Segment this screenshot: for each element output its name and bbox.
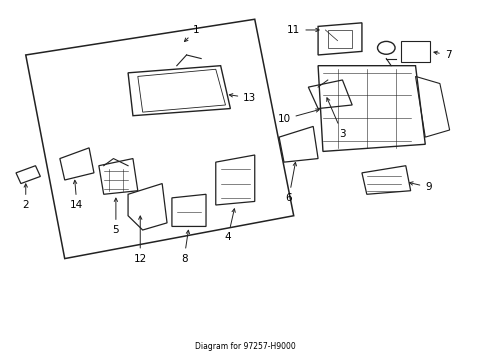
Text: 13: 13: [229, 93, 256, 103]
Text: Diagram for 97257-H9000: Diagram for 97257-H9000: [195, 342, 295, 351]
Text: 8: 8: [181, 230, 190, 264]
Text: 4: 4: [224, 209, 235, 242]
Text: 10: 10: [277, 109, 319, 124]
Text: 3: 3: [327, 98, 346, 139]
Text: 14: 14: [70, 180, 83, 210]
Text: 5: 5: [113, 198, 119, 235]
Text: 7: 7: [434, 50, 451, 60]
Text: 2: 2: [23, 184, 29, 210]
Text: 11: 11: [287, 25, 319, 35]
Text: 1: 1: [184, 25, 199, 41]
Text: 9: 9: [410, 182, 432, 192]
Text: 12: 12: [134, 216, 147, 264]
Text: 6: 6: [286, 162, 296, 203]
